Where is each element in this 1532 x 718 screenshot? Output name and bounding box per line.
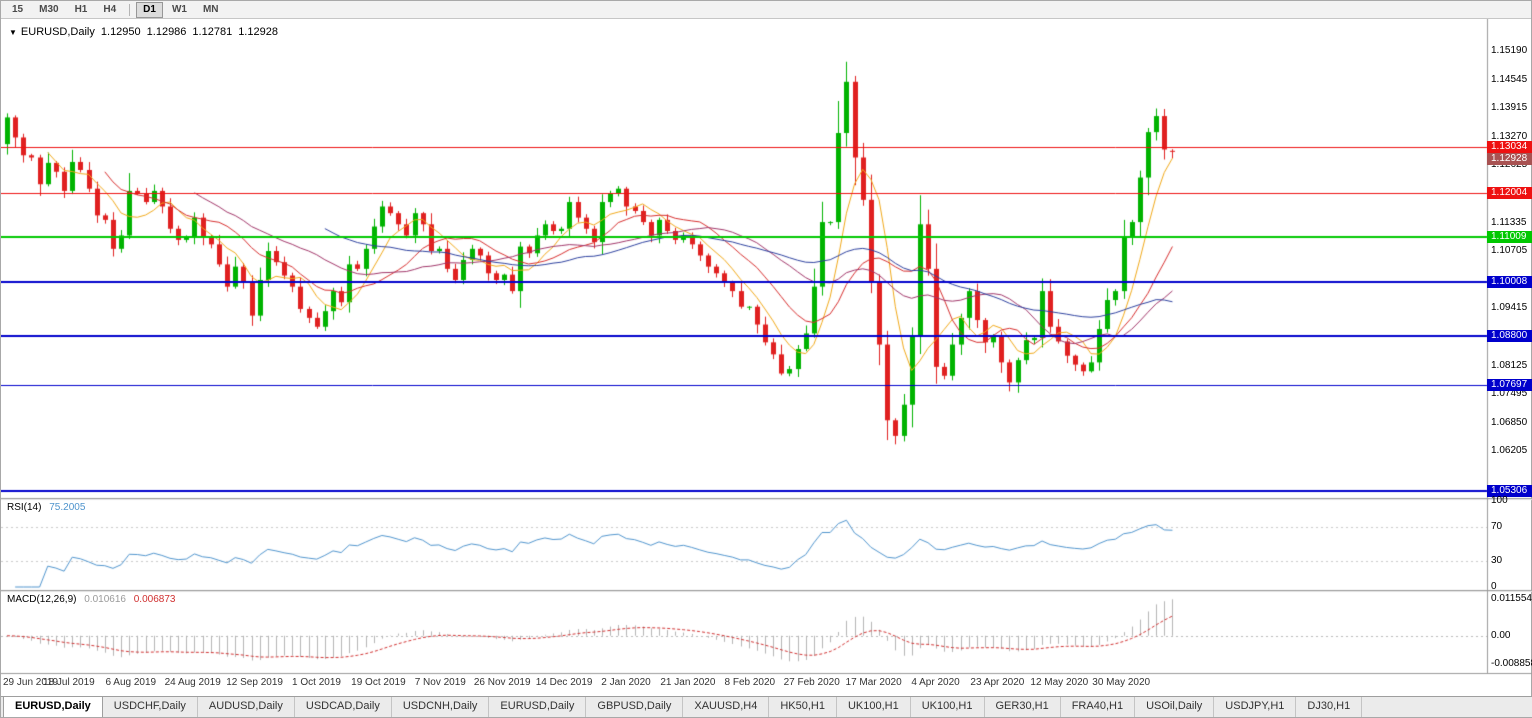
chart-tab-uk100-h1[interactable]: UK100,H1 (836, 697, 911, 717)
ohlc-high-value: 1.12986 (146, 26, 187, 38)
price-scale[interactable] (1488, 19, 1532, 673)
candlestick-chart-canvas[interactable] (1, 19, 1532, 698)
date-axis-label: 1 Oct 2019 (292, 677, 341, 688)
price-axis-tick: 1.06205 (1491, 445, 1528, 457)
date-axis-label: 21 Jan 2020 (660, 677, 716, 688)
price-level-badge: 1.12004 (1487, 186, 1532, 199)
chart-dropdown-icon[interactable]: ▼ (9, 27, 17, 37)
date-axis-label: 29 Jun 2019 (3, 677, 59, 688)
bid-price-badge: 1.12928 (1487, 153, 1532, 166)
macd-indicator-label: MACD(12,26,9) 0.010616 0.006873 (7, 594, 175, 605)
chart-tab-usdcad-daily[interactable]: USDCAD,Daily (294, 697, 392, 717)
timeframe-button-h1[interactable]: H1 (74, 3, 88, 15)
date-axis-label: 26 Nov 2019 (473, 677, 531, 688)
ohlc-open-value: 1.12950 (100, 26, 141, 38)
chart-area: ▼ EURUSD,Daily 1.12950 1.12986 1.12781 1.1292… (1, 19, 1532, 698)
date-axis-label: 27 Feb 2020 (783, 677, 840, 688)
price-axis-tick: 1.13270 (1491, 130, 1528, 142)
price-axis-tick: 1.15190 (1491, 45, 1528, 57)
timeframe-button-mn[interactable]: MN (202, 3, 219, 15)
price-level-badge: 1.11009 (1487, 231, 1532, 244)
date-axis-label: 4 Apr 2020 (911, 677, 960, 688)
timeframe-button-h4[interactable]: H4 (103, 3, 117, 15)
macd-axis-tick: 0.00 (1491, 629, 1511, 641)
date-axis-label: 14 Dec 2019 (535, 677, 593, 688)
price-level-badge: 1.13034 (1487, 141, 1532, 154)
rsi-axis-tick: 30 (1491, 555, 1503, 567)
date-axis-label: 12 May 2020 (1030, 677, 1089, 688)
date-axis-label: 2 Jan 2020 (601, 677, 651, 688)
price-axis-tick: 1.08125 (1491, 359, 1528, 371)
price-level-badge: 1.05306 (1487, 485, 1532, 498)
timeframe-button-m30[interactable]: M30 (39, 3, 59, 15)
rsi-indicator-label: RSI(14) 75.2005 (7, 502, 85, 513)
chart-tab-dj30-h1[interactable]: DJ30,H1 (1296, 697, 1363, 717)
price-level-badge: 1.07697 (1487, 378, 1532, 391)
chart-symbol-label: EURUSD,Daily (20, 26, 95, 38)
chart-tab-fra40-h1[interactable]: FRA40,H1 (1060, 697, 1136, 717)
macd-axis-tick: -0.0088585 (1491, 657, 1532, 669)
date-axis-label: 23 Apr 2020 (970, 677, 1025, 688)
chart-tab-usdjpy-h1[interactable]: USDJPY,H1 (1214, 697, 1297, 717)
macd-axis-tick: 0.0115544 (1491, 593, 1532, 605)
chart-tab-bar: EURUSD,Daily USDCHF,Daily AUDUSD,Daily USDC… (1, 696, 1532, 717)
macd-signal-value: 0.006873 (133, 594, 176, 605)
timeframe-toolbar: 15 M30 H1 H4 D1 W1 MN (1, 1, 1531, 19)
price-axis-tick: 1.09415 (1491, 302, 1528, 314)
rsi-name: RSI(14) (7, 502, 42, 513)
date-axis-label: 30 May 2020 (1092, 677, 1151, 688)
ohlc-low-value: 1.12781 (192, 26, 233, 38)
timeframe-button-d1[interactable]: D1 (136, 1, 163, 18)
timeframe-button-w1[interactable]: W1 (171, 3, 187, 15)
rsi-axis-tick: 100 (1491, 495, 1508, 506)
date-axis-label: 12 Sep 2019 (226, 677, 283, 688)
price-axis-tick: 1.13915 (1491, 101, 1528, 113)
chart-tab-audusd-daily[interactable]: AUDUSD,Daily (197, 697, 295, 717)
rsi-value: 75.2005 (49, 502, 86, 513)
macd-main-value: 0.010616 (84, 594, 126, 605)
price-axis-tick: 1.06850 (1491, 416, 1528, 428)
chart-tab-eurusd-daily[interactable]: EURUSD,Daily (489, 697, 587, 717)
price-axis-tick: 1.10705 (1491, 244, 1528, 256)
chart-tab-usdchf-daily[interactable]: USDCHF,Daily (102, 697, 198, 717)
rsi-axis-tick: 0 (1491, 581, 1497, 592)
date-axis-label: 7 Nov 2019 (414, 677, 466, 688)
chart-title: ▼ EURUSD,Daily 1.12950 1.12986 1.12781 1.1292… (9, 26, 284, 38)
chart-tab-eurusd-daily[interactable]: EURUSD,Daily (3, 697, 103, 717)
price-level-badge: 1.10008 (1487, 275, 1532, 288)
date-axis-label: 24 Aug 2019 (164, 677, 221, 688)
price-axis-tick: 1.14545 (1491, 73, 1528, 85)
ohlc-close-value: 1.12928 (238, 26, 278, 38)
macd-name: MACD(12,26,9) (7, 594, 77, 605)
chart-tab-uk100-h1[interactable]: UK100,H1 (910, 697, 985, 717)
date-axis-label: 8 Feb 2020 (724, 677, 776, 688)
chart-tab-usoil-daily[interactable]: USOil,Daily (1135, 697, 1215, 717)
chart-tab-ger30-h1[interactable]: GER30,H1 (984, 697, 1061, 717)
price-level-badge: 1.08800 (1487, 329, 1532, 342)
timeframe-button-15[interactable]: 15 (12, 3, 24, 15)
price-axis-tick: 1.11335 (1491, 216, 1527, 228)
chart-tab-usdcnh-daily[interactable]: USDCNH,Daily (391, 697, 490, 717)
date-axis-label: 17 Mar 2020 (845, 677, 902, 688)
date-axis-label: 18 Jul 2019 (43, 677, 95, 688)
date-axis-label: 6 Aug 2019 (105, 677, 157, 688)
date-axis-label: 19 Oct 2019 (351, 677, 406, 688)
chart-tab-hk50-h1[interactable]: HK50,H1 (769, 697, 837, 717)
chart-tab-gbpusd-daily[interactable]: GBPUSD,Daily (586, 697, 684, 717)
chart-tab-xauusd-h4[interactable]: XAUUSD,H4 (683, 697, 770, 717)
toolbar-separator (129, 3, 131, 16)
rsi-axis-tick: 70 (1491, 520, 1503, 532)
price-axis-tick: 1.07495 (1491, 387, 1528, 399)
